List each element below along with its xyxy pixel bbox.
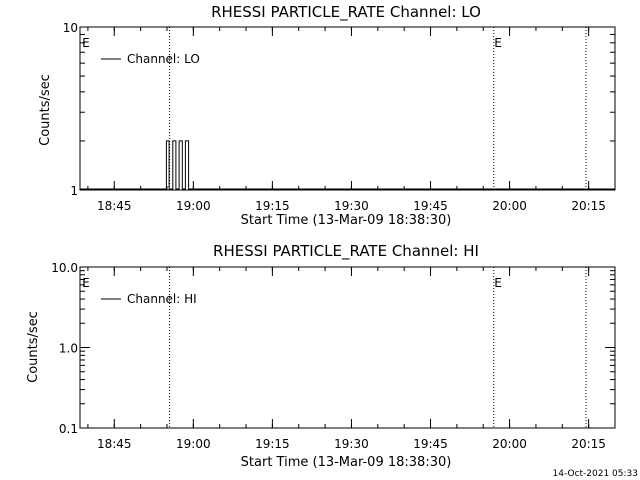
generated-timestamp: 14-Oct-2021 05:33 xyxy=(553,469,638,479)
event-marker-label: E xyxy=(494,276,502,290)
x-tick-label: 19:30 xyxy=(334,199,369,213)
x-tick-label: 19:45 xyxy=(413,199,448,213)
y-tick-label: 0.1 xyxy=(59,422,78,436)
y-axis-label: Counts/sec xyxy=(26,311,41,383)
legend-label: Channel: LO xyxy=(127,52,200,66)
x-tick-label: 19:00 xyxy=(176,437,211,451)
series-line xyxy=(80,140,615,190)
x-tick-label: 19:15 xyxy=(255,437,290,451)
x-tick-label: 19:15 xyxy=(255,199,290,213)
x-axis-label: Start Time (13-Mar-09 18:38:30) xyxy=(241,455,452,470)
hi-channel-panel: RHESSI PARTICLE_RATE Channel: HI Start T… xyxy=(26,242,616,470)
y-tick-label: 10.0 xyxy=(51,261,78,275)
y-tick-label: 1 xyxy=(70,184,78,198)
x-tick-label: 20:00 xyxy=(492,199,527,213)
x-axis-label: Start Time (13-Mar-09 18:38:30) xyxy=(241,213,452,228)
x-tick-label: 19:30 xyxy=(334,437,369,451)
y-tick-label: 10 xyxy=(63,21,78,35)
event-marker-label: E xyxy=(82,36,90,50)
chart-title: RHESSI PARTICLE_RATE Channel: HI xyxy=(213,242,479,261)
legend-label: Channel: HI xyxy=(127,292,197,306)
y-tick-label: 1.0 xyxy=(59,342,78,356)
x-tick-label: 19:45 xyxy=(413,437,448,451)
event-marker-label: E xyxy=(82,276,90,290)
x-tick-label: 20:15 xyxy=(571,199,606,213)
x-tick-label: 20:00 xyxy=(492,437,527,451)
event-marker-label: E xyxy=(494,36,502,50)
x-tick-label: 19:00 xyxy=(176,199,211,213)
chart-title: RHESSI PARTICLE_RATE Channel: LO xyxy=(211,3,481,22)
x-tick-label: 18:45 xyxy=(97,199,132,213)
x-tick-label: 20:15 xyxy=(571,437,606,451)
plot-frame xyxy=(79,26,616,191)
lo-channel-panel: RHESSI PARTICLE_RATE Channel: LO Start T… xyxy=(38,3,616,228)
x-tick-label: 18:45 xyxy=(97,437,132,451)
y-axis-label: Counts/sec xyxy=(38,74,53,146)
